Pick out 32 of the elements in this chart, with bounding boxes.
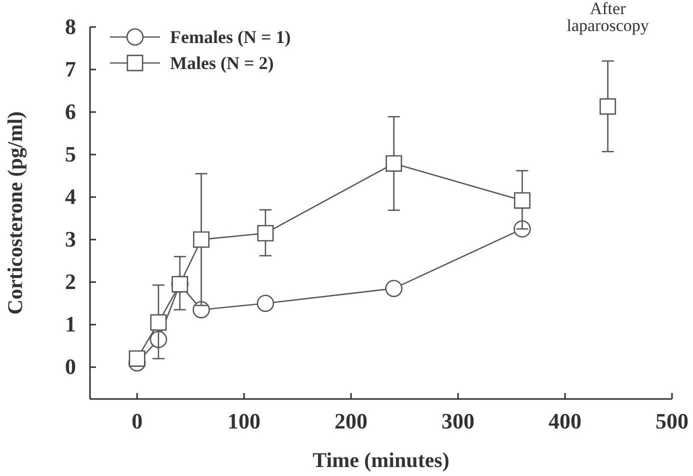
point	[150, 314, 167, 331]
y-tick-label: 3	[65, 226, 76, 252]
y-tick-label: 7	[65, 56, 76, 82]
y-tick-label: 2	[65, 269, 76, 294]
point	[514, 192, 530, 209]
y-axis-title: Corticosterone (pg/ml)	[3, 111, 27, 315]
y-tick-label: 1	[65, 312, 76, 337]
point	[256, 294, 274, 312]
point	[150, 330, 168, 348]
point	[193, 231, 210, 248]
point	[172, 276, 188, 292]
x-tick-label: 500	[656, 408, 688, 434]
x-tick-label: 200	[334, 408, 368, 434]
y-tick-label: 4	[65, 184, 76, 210]
x-tick-label: 300	[442, 408, 475, 434]
point	[257, 224, 274, 242]
x-tick-label: 100	[228, 408, 261, 434]
point	[386, 155, 402, 172]
x-tick-label: 0	[132, 408, 143, 434]
point	[385, 280, 402, 298]
y-tick-label: 8	[65, 14, 76, 40]
legend-label: Males (N = 2)	[170, 53, 274, 73]
point	[128, 350, 146, 367]
x-axis-title: Time (minutes)	[312, 448, 450, 472]
y-tick-label: 0	[65, 354, 76, 380]
point	[600, 98, 616, 115]
point	[192, 301, 210, 318]
x-tick-label: 400	[548, 408, 582, 434]
annotation: After laparoscopy	[566, 0, 650, 36]
legend-label: Females (N = 1)	[170, 27, 291, 47]
y-tick-label: 5	[65, 142, 76, 167]
y-tick-label: 6	[65, 99, 76, 124]
